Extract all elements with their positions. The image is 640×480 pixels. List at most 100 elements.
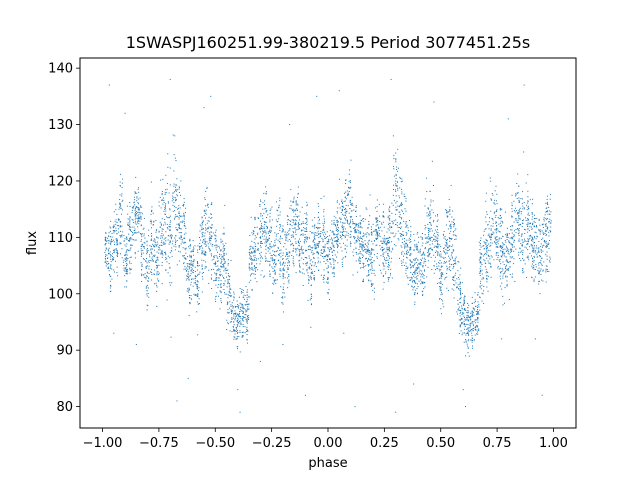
data-point <box>462 303 464 305</box>
data-point <box>157 237 159 239</box>
data-point <box>430 216 432 218</box>
data-point <box>134 220 136 222</box>
data-point <box>490 180 492 182</box>
data-point <box>424 247 426 249</box>
data-point <box>222 240 224 242</box>
data-point <box>306 214 308 216</box>
data-point <box>456 311 458 313</box>
data-point <box>481 273 483 275</box>
data-point <box>524 240 526 242</box>
data-point <box>370 262 372 264</box>
data-point <box>311 295 313 297</box>
data-point <box>178 218 180 220</box>
data-point <box>183 257 185 259</box>
data-point <box>355 210 357 212</box>
data-points <box>104 78 552 413</box>
data-point <box>339 231 341 233</box>
data-point <box>188 277 190 279</box>
data-point <box>244 317 246 319</box>
data-point <box>487 234 489 236</box>
data-point <box>306 220 308 222</box>
data-point <box>346 220 348 222</box>
data-point <box>269 252 271 254</box>
data-point <box>189 263 191 265</box>
data-point <box>332 242 334 244</box>
data-point <box>176 184 178 186</box>
data-point <box>346 190 348 192</box>
data-point <box>213 256 215 258</box>
data-point <box>235 316 237 318</box>
data-point <box>459 315 461 317</box>
data-point <box>254 269 256 271</box>
data-point <box>504 302 505 304</box>
data-point <box>163 238 165 240</box>
data-point <box>282 269 284 271</box>
data-point <box>150 232 152 234</box>
data-point <box>332 231 334 233</box>
data-point <box>358 260 360 262</box>
data-point <box>128 240 130 242</box>
data-point <box>477 306 479 308</box>
data-point <box>446 239 448 241</box>
data-point <box>485 216 487 218</box>
data-point <box>342 229 344 231</box>
data-point <box>223 285 225 287</box>
data-point <box>443 251 445 253</box>
data-point <box>183 203 185 205</box>
data-point <box>376 230 378 232</box>
data-point <box>333 215 335 217</box>
data-point <box>140 248 142 250</box>
data-point <box>162 254 164 256</box>
data-point <box>150 235 152 237</box>
data-point <box>491 242 493 244</box>
data-point <box>390 261 392 263</box>
data-point <box>420 276 422 278</box>
data-point <box>161 240 163 242</box>
data-point <box>222 255 224 257</box>
data-point <box>220 280 222 282</box>
data-point <box>449 206 451 208</box>
data-point <box>433 272 435 274</box>
data-point <box>392 166 394 168</box>
data-point <box>331 220 333 222</box>
data-point <box>215 229 217 231</box>
data-point <box>201 232 203 234</box>
data-point <box>189 256 191 258</box>
data-point <box>292 262 294 264</box>
data-point <box>136 222 138 224</box>
data-point <box>279 197 281 199</box>
data-point <box>295 220 297 222</box>
data-point <box>134 208 136 210</box>
data-point <box>175 241 177 243</box>
data-point <box>260 242 262 244</box>
data-point <box>365 257 367 259</box>
data-point <box>161 228 163 230</box>
data-point <box>143 274 145 276</box>
data-point <box>214 298 216 300</box>
data-point <box>292 221 294 223</box>
data-point <box>314 217 316 219</box>
data-point <box>327 281 329 283</box>
data-point <box>499 260 501 262</box>
data-point <box>231 311 233 313</box>
data-point <box>345 248 347 250</box>
data-point <box>253 231 255 233</box>
data-point <box>140 215 142 217</box>
data-point <box>284 234 286 236</box>
data-point <box>505 266 507 268</box>
data-point <box>370 259 371 261</box>
data-point <box>183 241 185 243</box>
data-point <box>524 263 526 265</box>
data-point <box>322 224 324 226</box>
data-point <box>184 247 186 249</box>
data-point <box>202 221 203 223</box>
data-point <box>165 254 167 256</box>
data-point <box>114 244 116 246</box>
data-point <box>152 224 154 226</box>
data-point <box>106 254 108 256</box>
data-point <box>239 351 241 353</box>
data-point <box>408 237 410 239</box>
data-point <box>346 219 348 221</box>
data-point <box>290 205 292 207</box>
data-point <box>292 231 294 233</box>
